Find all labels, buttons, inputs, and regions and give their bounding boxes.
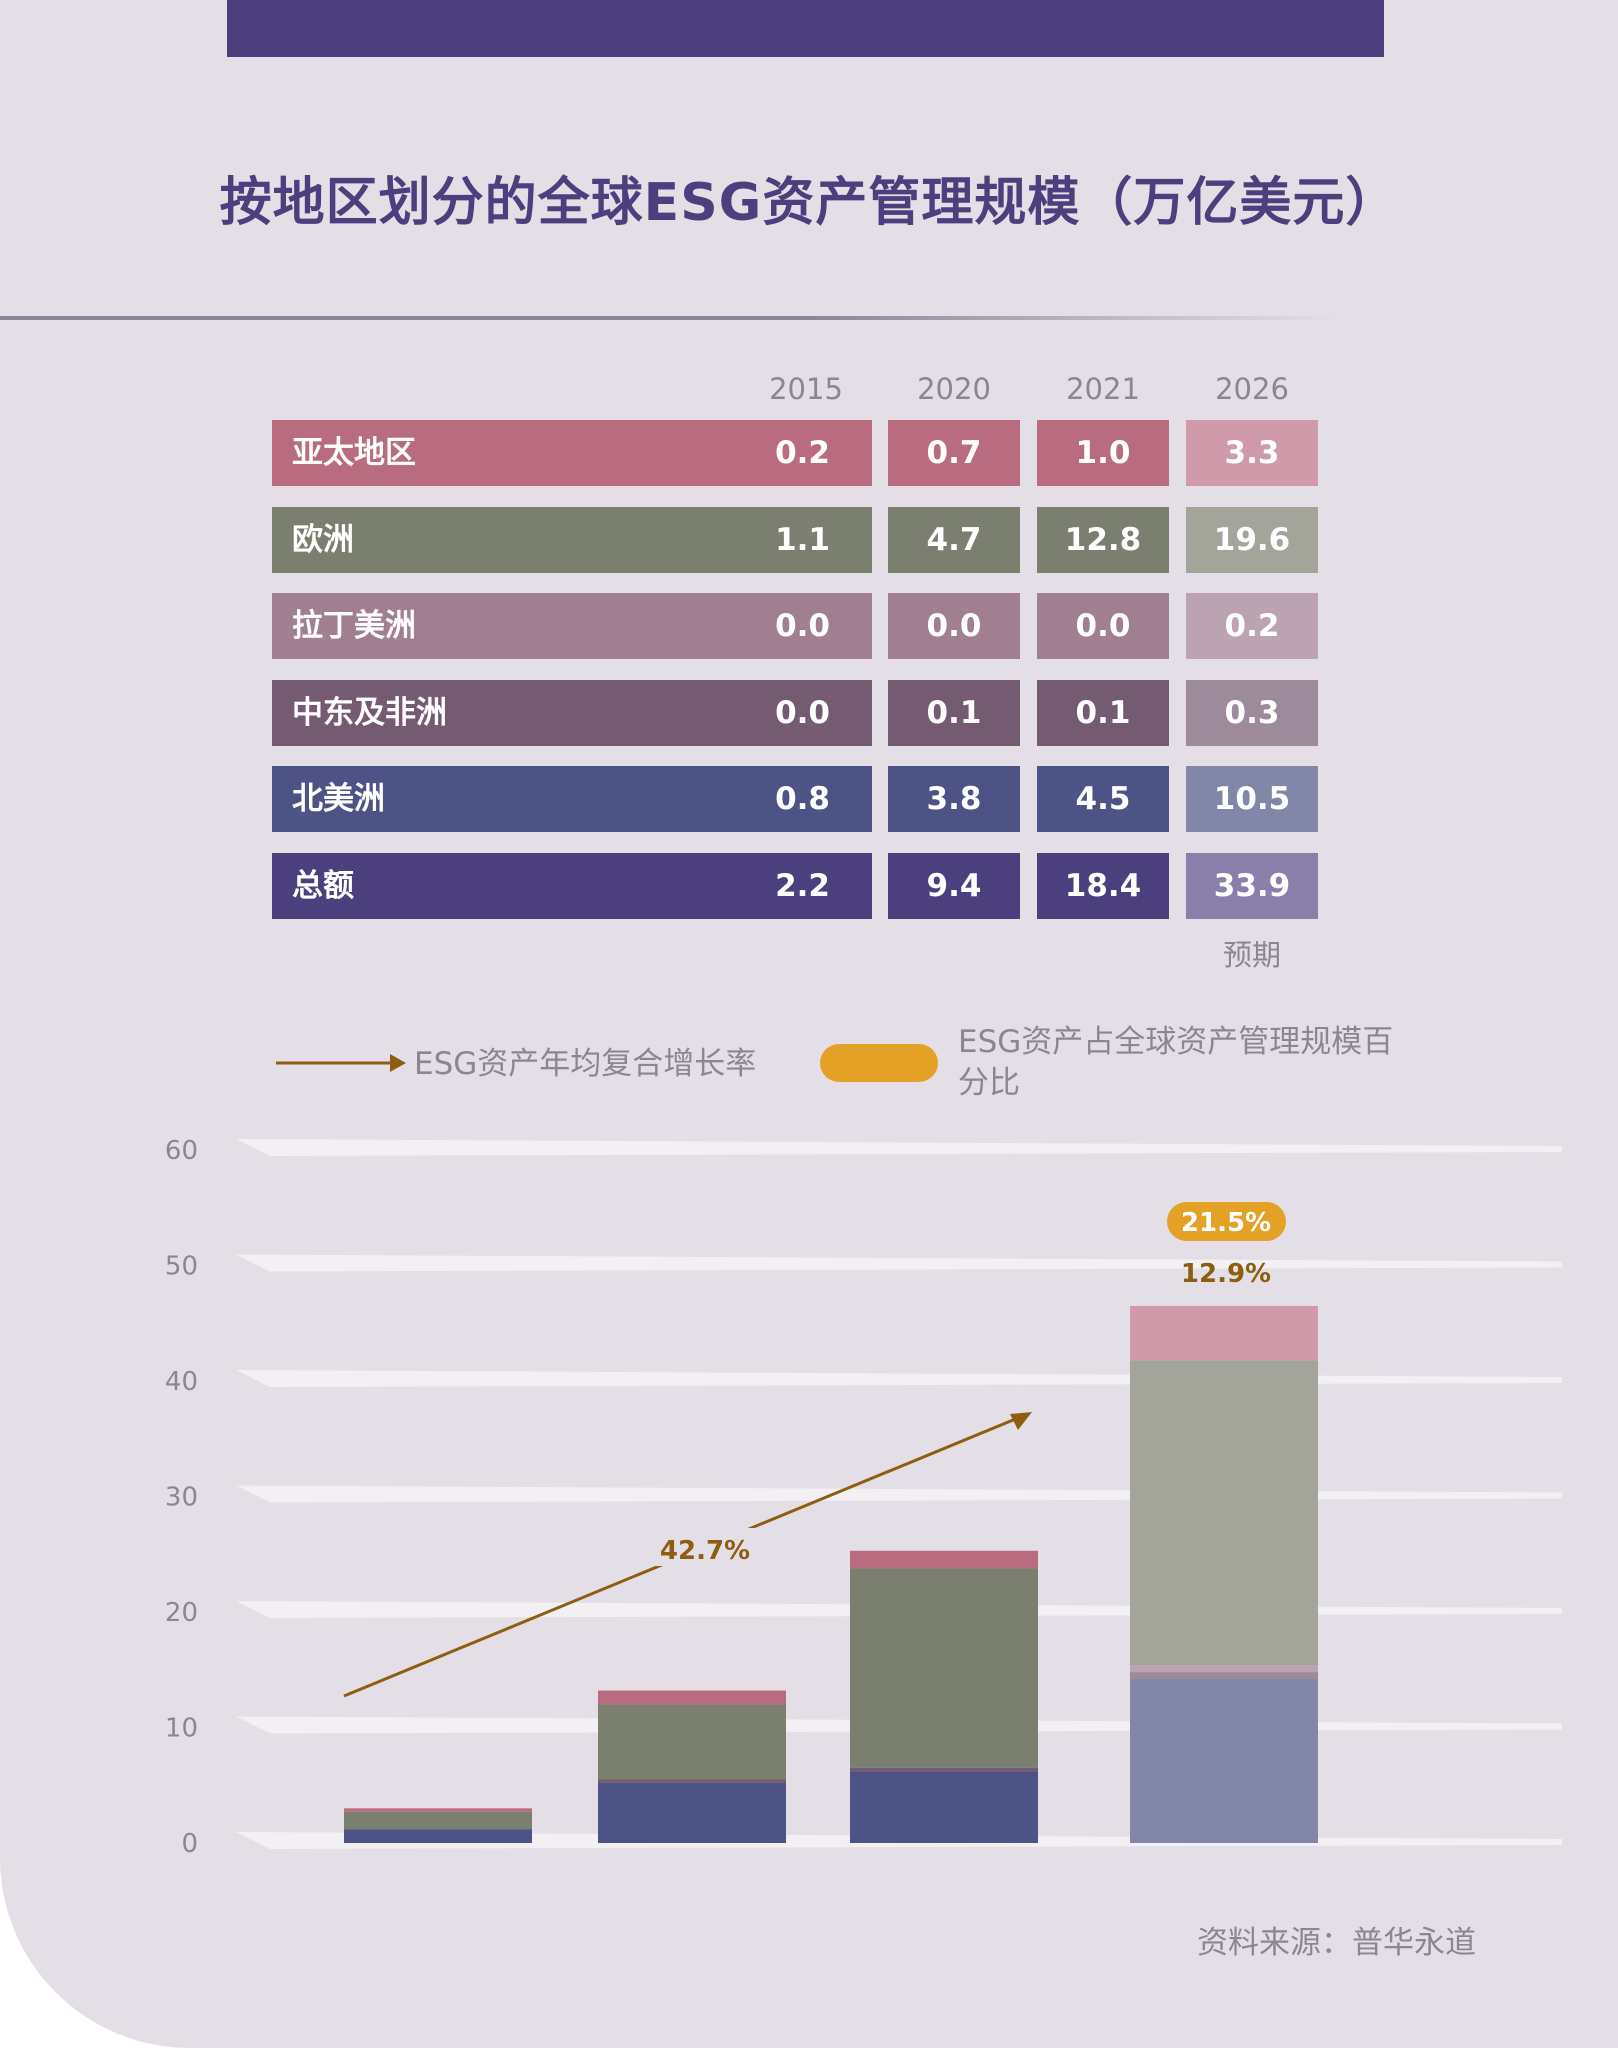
value-2020: 0.7 [888,420,1020,486]
legend-share-label-line1: ESG资产占全球资产管理规模百 [958,1024,1394,1060]
title-divider [0,316,1340,320]
value-2015: 2.2 [775,868,830,904]
value-2021: 0.1 [1037,680,1169,746]
region-name: 中东及非洲 [292,695,447,731]
source-note: 资料来源：普华永道 [1197,1925,1476,1961]
page-title: 按地区划分的全球ESG资产管理规模（万亿美元） [219,173,1399,233]
cagr-label-bg [652,1528,758,1566]
value-2026: 0.3 [1186,680,1318,746]
cagr-label-2021-2026: 12.9% [1181,1259,1271,1289]
cagr-arrow-head [1010,1412,1032,1430]
value-2026: 33.9 [1186,853,1318,919]
region-name: 欧洲 [292,522,354,558]
value-2021: 0.0 [1037,593,1169,659]
value-2015: 1.1 [775,522,830,558]
value-2015: 0.0 [775,608,830,644]
bar-segment [598,1704,786,1780]
bar-segment [850,1767,1038,1772]
gridline [236,1254,1562,1272]
value-2026: 0.2 [1186,593,1318,659]
y-tick-label: 30 [165,1483,198,1513]
bar-segment [1130,1672,1318,1679]
value-2021: 1.0 [1037,420,1169,486]
bar-segment [1130,1360,1318,1666]
forecast-note: 预期 [1222,938,1281,972]
bar-segment [850,1771,1038,1843]
bar-segment [1130,1665,1318,1673]
y-tick-label: 60 [165,1136,198,1166]
value-2015: 0.8 [775,781,830,817]
value-2015: 0.2 [775,435,830,471]
y-tick-label: 40 [165,1367,198,1397]
year-header-2020: 2020 [917,372,991,406]
year-header-2021: 2021 [1066,372,1140,406]
table-row-label: 拉丁美洲 0.0 [272,593,872,659]
value-2026: 19.6 [1186,507,1318,573]
header-band [227,0,1384,57]
bar-segment [344,1808,532,1812]
gridline [236,1139,1562,1156]
table-row-label: 欧洲 1.1 [272,507,872,573]
value-2020: 4.7 [888,507,1020,573]
region-name: 总额 [292,868,354,904]
cagr-label-2015-2021: 42.7% [660,1536,750,1566]
value-2021: 12.8 [1037,507,1169,573]
y-tick-label: 0 [181,1829,198,1859]
year-header-2026: 2026 [1215,372,1289,406]
bar-segment [598,1779,786,1783]
table-row-label: 亚太地区 0.2 [272,420,872,486]
gridline [236,1370,1562,1387]
share-pill [1167,1202,1286,1241]
value-2020: 9.4 [888,853,1020,919]
bar-segment [344,1829,532,1843]
value-2021: 4.5 [1037,766,1169,832]
legend-share-swatch [820,1044,938,1082]
gridline [236,1485,1562,1503]
region-name: 北美洲 [292,781,385,817]
y-tick-label: 50 [165,1252,198,1282]
table-row-label: 总额 2.2 [272,853,872,919]
table-row-label: 中东及非洲 0.0 [272,680,872,746]
bar-segment [850,1550,1038,1569]
y-tick-label: 20 [165,1598,198,1628]
legend-share-label-line2: 分比 [958,1065,1020,1101]
bar-segment [1130,1305,1318,1361]
value-2026: 10.5 [1186,766,1318,832]
share-label-2026: 21.5% [1181,1208,1271,1238]
cagr-arrow-icon [276,1054,406,1072]
value-2020: 3.8 [888,766,1020,832]
value-2020: 0.1 [888,680,1020,746]
region-name: 拉丁美洲 [292,608,416,644]
value-2020: 0.0 [888,593,1020,659]
bar-segment [598,1690,786,1705]
value-2026: 3.3 [1186,420,1318,486]
legend-cagr-label: ESG资产年均复合增长率 [414,1046,757,1082]
bar-segment [598,1782,786,1843]
table-row-label: 北美洲 0.8 [272,766,872,832]
bar-segment [850,1568,1038,1768]
region-name: 亚太地区 [292,435,416,471]
value-2015: 0.0 [775,695,830,731]
bar-segment [344,1811,532,1830]
value-2021: 18.4 [1037,853,1169,919]
year-header-2015: 2015 [769,372,843,406]
bar-segment [1130,1678,1318,1843]
y-tick-label: 10 [165,1714,198,1744]
